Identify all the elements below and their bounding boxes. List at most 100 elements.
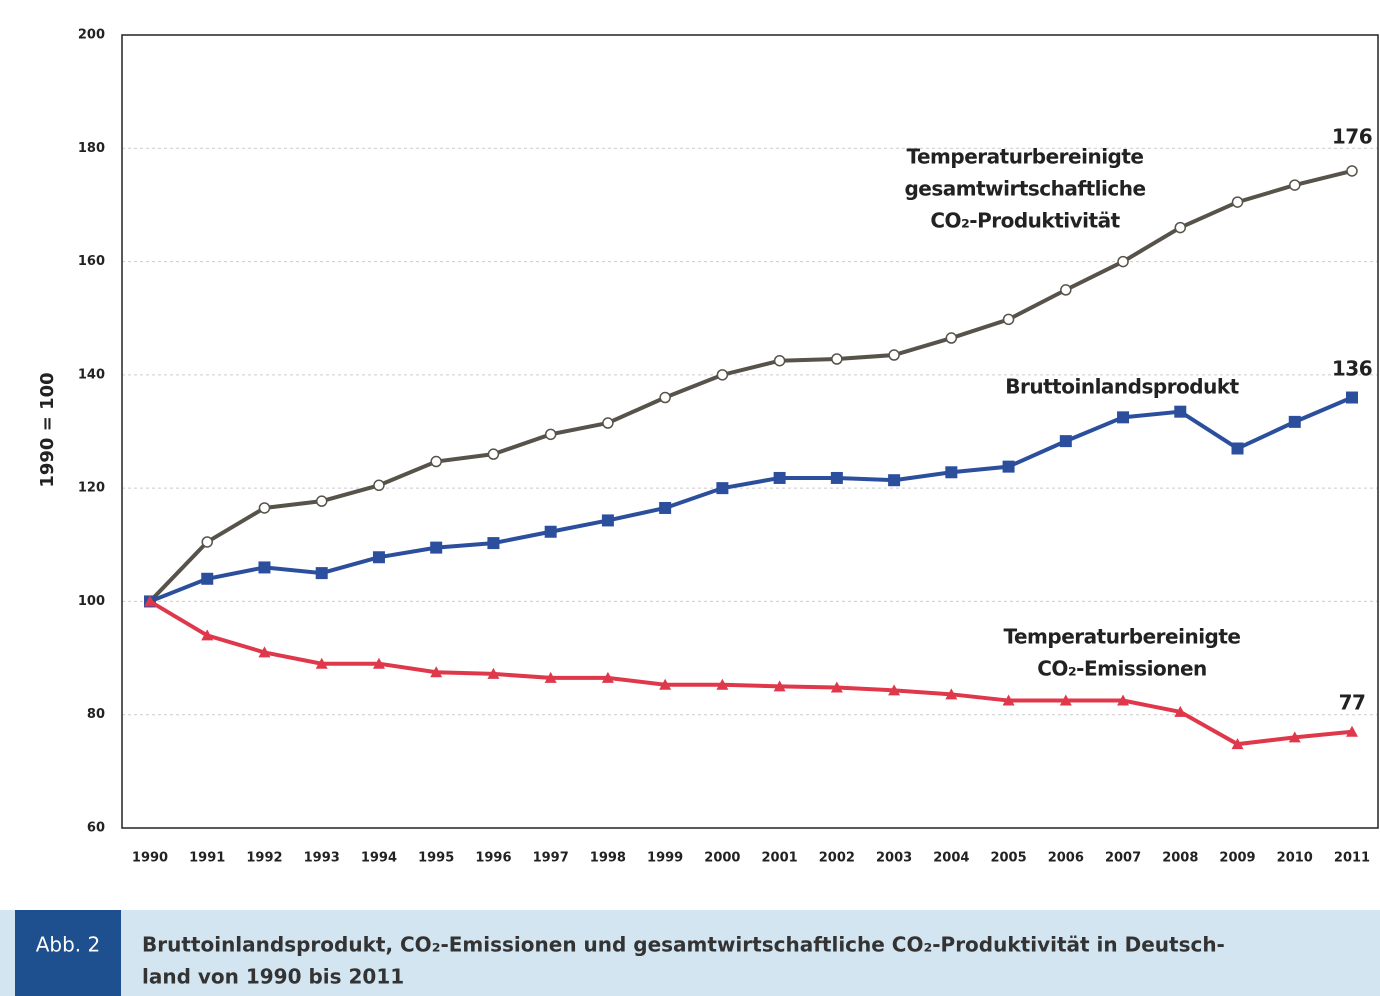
marker	[830, 681, 843, 693]
series-label: Temperaturbereinigte	[907, 145, 1144, 169]
x-tick-label: 2005	[990, 851, 1026, 866]
marker	[372, 551, 385, 564]
x-tick-label: 1998	[590, 851, 626, 866]
marker	[888, 349, 900, 361]
marker	[830, 471, 843, 484]
x-tick-label: 2010	[1277, 851, 1313, 866]
marker	[544, 525, 557, 538]
marker	[831, 353, 843, 365]
marker	[1346, 165, 1358, 177]
y-tick-label: 60	[87, 821, 105, 836]
marker	[258, 561, 271, 574]
series-line	[148, 169, 1353, 603]
y-tick-label: 120	[78, 481, 105, 496]
marker	[201, 536, 213, 548]
series-line	[148, 599, 1353, 747]
marker	[487, 537, 500, 550]
caption-line: Bruttoinlandsprodukt, CO₂-Emissionen und…	[142, 933, 1225, 957]
marker	[487, 667, 500, 679]
value-label: 136	[1332, 357, 1372, 381]
marker	[1174, 705, 1187, 717]
marker	[1059, 694, 1072, 706]
value-label: 176	[1332, 125, 1372, 149]
marker	[716, 369, 729, 381]
marker	[888, 684, 901, 696]
series-label: Bruttoinlandsprodukt	[1005, 375, 1239, 399]
marker	[373, 479, 385, 492]
marker	[315, 495, 328, 507]
marker	[258, 646, 271, 658]
marker	[1117, 694, 1130, 706]
y-tick-label: 200	[78, 28, 105, 43]
marker	[201, 572, 214, 585]
marker	[201, 629, 214, 641]
y-tick-label: 100	[78, 594, 105, 609]
marker	[1117, 411, 1130, 424]
marker	[1174, 405, 1187, 418]
marker	[945, 688, 958, 700]
x-tick-label: 2003	[876, 851, 912, 866]
x-tick-label: 1994	[361, 851, 397, 866]
x-tick-label: 2011	[1334, 851, 1370, 866]
x-tick-label: 2002	[819, 851, 855, 866]
x-tick-label: 2006	[1048, 851, 1084, 866]
y-tick-label: 80	[87, 707, 105, 722]
plot-frame	[121, 34, 1379, 829]
marker	[1002, 460, 1015, 473]
y-tick-label: 140	[78, 367, 105, 382]
x-tick-label: 2004	[933, 851, 969, 866]
marker	[487, 448, 500, 460]
caption-tag: Abb. 2	[36, 933, 101, 957]
x-tick-label: 1990	[132, 851, 168, 866]
x-tick-label: 1993	[304, 851, 340, 866]
marker	[144, 595, 156, 607]
series-label: Temperaturbereinigte	[1004, 625, 1241, 649]
caption-line: land von 1990 bis 2011	[142, 965, 404, 989]
marker	[888, 474, 901, 487]
marker	[773, 680, 786, 692]
marker	[1059, 435, 1072, 448]
x-tick-label: 1996	[475, 851, 511, 866]
marker	[1231, 738, 1244, 750]
marker	[1060, 284, 1072, 296]
marker	[430, 541, 443, 554]
marker	[1289, 179, 1301, 191]
marker	[544, 671, 557, 683]
y-tick-label: 160	[78, 254, 105, 269]
y-axis-label: 1990 = 100	[37, 372, 58, 487]
caption-bg	[0, 910, 1380, 996]
marker	[1002, 694, 1015, 706]
marker	[716, 482, 729, 495]
marker	[430, 455, 442, 468]
x-tick-label: 1992	[246, 851, 282, 866]
series-label: CO₂-Emissionen	[1037, 657, 1207, 681]
marker	[659, 501, 672, 514]
marker	[602, 417, 614, 429]
marker	[659, 391, 671, 404]
series-line	[149, 395, 1353, 604]
series-label: CO₂-Produktivität	[930, 209, 1120, 233]
caption-tag-bg	[15, 910, 121, 996]
marker	[315, 567, 328, 580]
marker	[601, 671, 614, 683]
marker	[1346, 391, 1358, 404]
marker	[1231, 196, 1244, 208]
x-tick-label: 2007	[1105, 851, 1141, 866]
marker	[1231, 442, 1244, 455]
marker	[945, 466, 958, 479]
x-tick-label: 2009	[1219, 851, 1255, 866]
marker	[1174, 221, 1187, 234]
series-label: gesamtwirtschaftliche	[904, 177, 1145, 201]
marker	[773, 471, 786, 484]
marker	[372, 657, 385, 669]
x-tick-label: 1999	[647, 851, 683, 866]
marker	[1002, 313, 1015, 326]
marker	[315, 657, 328, 669]
marker	[544, 428, 557, 441]
marker	[1288, 415, 1301, 428]
marker	[601, 514, 614, 527]
x-tick-label: 1997	[533, 851, 569, 866]
marker	[945, 332, 958, 344]
x-tick-label: 1995	[418, 851, 454, 866]
